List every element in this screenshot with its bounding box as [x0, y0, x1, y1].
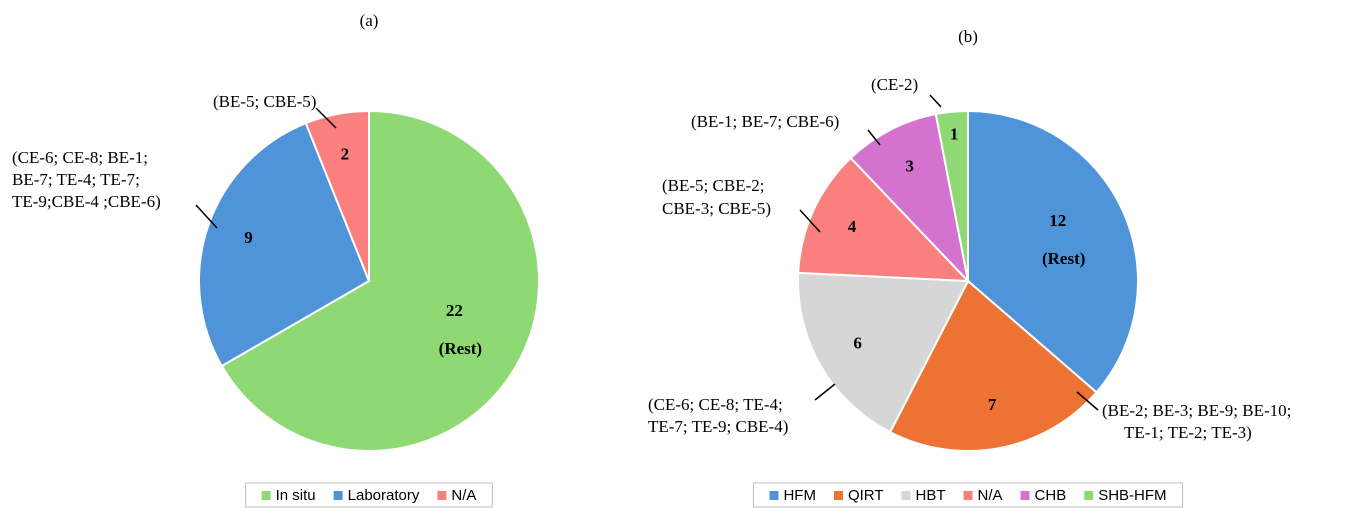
- data-label: 12: [1049, 211, 1066, 230]
- data-sublabel: (Rest): [439, 339, 482, 358]
- callout-text: TE-1; TE-2; TE-3): [1124, 423, 1252, 442]
- legend-box: [245, 482, 493, 508]
- pie-slice: [304, 109, 370, 282]
- legend-swatch: [261, 491, 271, 500]
- leader-line: [814, 383, 836, 401]
- callout-text: (CE-2): [871, 75, 918, 94]
- legend-label: N/A: [451, 487, 476, 504]
- pie-slice: [934, 109, 969, 282]
- leader-line: [799, 209, 821, 233]
- data-sublabel: (Rest): [1042, 249, 1085, 268]
- callout-text: (BE-2; BE-3; BE-9; BE-10;: [1102, 401, 1291, 420]
- legend-swatch: [1020, 491, 1030, 500]
- pie-slice: [198, 121, 371, 368]
- leader-line: [1076, 391, 1099, 411]
- pie-slice: [220, 109, 540, 452]
- legend-label: Laboratory: [348, 487, 420, 504]
- callout-text: (CE-6; CE-8; TE-4;: [648, 395, 783, 414]
- callout-text: (CE-6; CE-8; BE-1;: [12, 148, 148, 167]
- callout-text: (BE-5; CBE-2;: [662, 176, 764, 195]
- legend-label: In situ: [276, 487, 316, 504]
- callout-text: BE-7; TE-4; TE-7;: [12, 170, 140, 189]
- chart-title: (a): [360, 11, 379, 30]
- callout-text: TE-7; TE-9; CBE-4): [648, 417, 788, 436]
- pie-slice: [797, 271, 970, 434]
- leader-line: [867, 129, 881, 146]
- legend-swatch: [901, 491, 911, 500]
- chart-title: (b): [958, 27, 978, 46]
- legend-label: HFM: [783, 487, 816, 504]
- legend-label: N/A: [978, 487, 1003, 504]
- pie-slice: [888, 279, 1098, 452]
- callout-text: TE-9;CBE-4 ;CBE-6): [12, 192, 161, 211]
- pie-slice: [797, 156, 971, 283]
- legend-label: HBT: [916, 487, 946, 504]
- pie-slice: [967, 109, 1139, 394]
- data-label: 3: [905, 157, 914, 176]
- callout-text: (BE-1; BE-7; CBE-6): [691, 112, 839, 131]
- data-label: 9: [244, 228, 253, 247]
- data-label: 7: [988, 395, 997, 414]
- data-label: 22: [446, 301, 463, 320]
- legend-label: CHB: [1035, 487, 1067, 504]
- leader-line: [929, 94, 942, 108]
- callout-text: (BE-5; CBE-5): [213, 92, 316, 111]
- legend-swatch: [769, 491, 779, 500]
- data-label: 1: [950, 124, 959, 143]
- legend-swatch: [1084, 491, 1094, 500]
- data-label: 2: [341, 145, 350, 164]
- legend-swatch: [833, 491, 843, 500]
- legend-label: QIRT: [848, 487, 884, 504]
- pie-slice: [849, 112, 970, 285]
- data-label: 6: [853, 334, 862, 353]
- leader-line: [195, 204, 218, 229]
- legend-swatch: [963, 491, 973, 500]
- leader-line: [315, 107, 337, 129]
- legend-label: SHB-HFM: [1098, 487, 1166, 504]
- legend-box: [752, 482, 1184, 508]
- legend-swatch: [437, 491, 447, 500]
- callout-text: CBE-3; CBE-5): [662, 199, 771, 218]
- legend-swatch: [333, 491, 343, 500]
- data-label: 4: [848, 217, 857, 236]
